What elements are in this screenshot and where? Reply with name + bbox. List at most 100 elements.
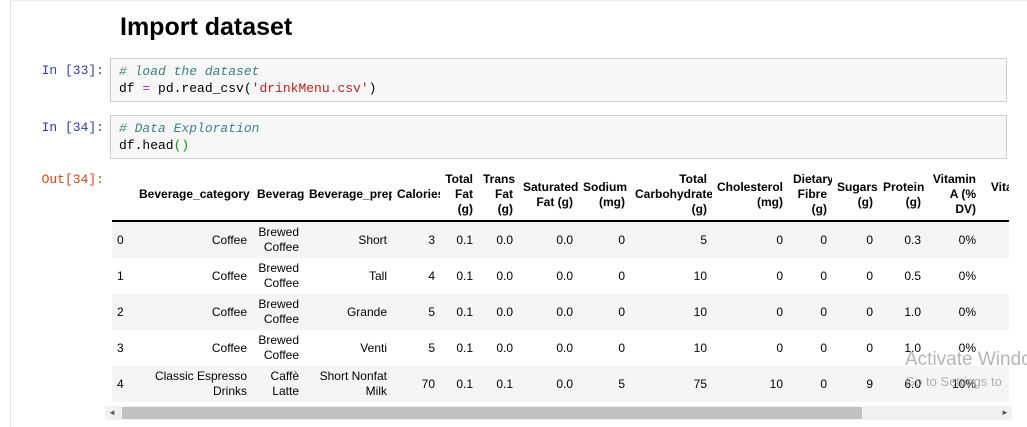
table-cell: 0 (776, 340, 783, 355)
table-cell: 0.0 (496, 268, 513, 283)
table-cell: 0 (618, 232, 625, 247)
column-header: Saturated Fat (g) (518, 169, 578, 222)
table-cell: 1.0 (904, 304, 921, 319)
code-brackets: () (173, 138, 190, 153)
table-cell: Brewed Coffee (258, 297, 299, 326)
scroll-right-arrow-icon[interactable]: ► (1001, 408, 1009, 417)
table-cell: 0% (958, 304, 976, 319)
page-left-border (10, 0, 11, 427)
table-cell (981, 258, 1009, 294)
table-cell: 0 (820, 376, 827, 391)
table-cell: 0.5 (904, 268, 921, 283)
output-prompt-34: Out[34]: (41, 172, 104, 187)
table-cell: 10 (769, 376, 783, 391)
index-column-header (112, 169, 134, 222)
table-cell: 5 (618, 376, 625, 391)
table-cell: 0.1 (496, 376, 513, 391)
table-cell: Tall (368, 268, 387, 283)
column-header: Vitamin C (981, 169, 1009, 222)
table-row: 2 Coffee Brewed Coffee Grande 5 0.1 0.0 0.0 0 10 0… (112, 294, 1009, 330)
scrollbar-thumb[interactable] (122, 407, 862, 419)
table-cell (981, 221, 1009, 258)
table-cell: Short Nonfat Milk (319, 369, 387, 398)
page-title: Import dataset (120, 13, 293, 41)
table-cell: 0.0 (496, 340, 513, 355)
code-comment: # Data Exploration (119, 121, 260, 136)
row-index: 3 (117, 340, 124, 355)
table-cell: 0 (866, 232, 873, 247)
table-cell: Brewed Coffee (258, 261, 299, 290)
table-cell: 0 (776, 268, 783, 283)
table-cell (981, 366, 1009, 402)
table-cell: 10% (951, 376, 976, 391)
horizontal-scrollbar[interactable]: ◄ ► (105, 406, 1012, 420)
column-header: Beverage (252, 169, 304, 222)
row-index: 1 (117, 268, 124, 283)
column-header: Protein (g) (878, 169, 926, 222)
table-cell: 9 (866, 376, 873, 391)
code-string: 'drinkMenu.csv' (251, 81, 369, 96)
table-cell: 0% (958, 232, 976, 247)
table-cell: 0.0 (556, 340, 573, 355)
code-cell-33: In [33]: # load the dataset df = pd.read… (11, 58, 1011, 102)
table-cell: 0 (618, 268, 625, 283)
column-header: Calories (392, 169, 440, 222)
column-header: Cholesterol (mg) (712, 169, 788, 222)
table-cell: Coffee (211, 304, 247, 319)
table-cell: 0 (866, 268, 873, 283)
table-cell: 0 (618, 304, 625, 319)
output-area: Beverage_categoryBeverageBeverage_prepCa… (105, 167, 1012, 420)
table-cell: 5 (428, 304, 435, 319)
notebook-container: Import dataset In [33]: # load the datas… (11, 0, 1012, 420)
code-cell-34: In [34]: # Data Exploration df.head() (11, 115, 1011, 159)
table-cell: 5 (700, 232, 707, 247)
table-cell: 0 (776, 304, 783, 319)
column-header: Trans Fat (g) (478, 169, 518, 222)
table-cell: 0.3 (904, 232, 921, 247)
table-cell: 0 (820, 268, 827, 283)
table-cell: 3 (428, 232, 435, 247)
table-cell: 75 (693, 376, 707, 391)
column-header: Sugars (g) (832, 169, 878, 222)
table-row: 4 Classic Espresso Drinks Caffè Latte Short… (112, 366, 1009, 402)
table-cell: Brewed Coffee (258, 225, 299, 254)
table-cell (981, 294, 1009, 330)
input-prompt-33: In [33]: (41, 63, 104, 78)
code-operator: = (142, 81, 151, 96)
table-cell: 0 (866, 304, 873, 319)
table-cell: 0% (958, 340, 976, 355)
table-cell: 0.1 (456, 232, 473, 247)
table-cell: 0.0 (556, 376, 573, 391)
dataframe-body: 0 Coffee Brewed Coffee Short 3 0.1 0.0 0.0 0 5 0 0 0… (112, 221, 1009, 402)
code-editor-34[interactable]: # Data Exploration df.head() (110, 115, 1007, 159)
table-cell: 0.1 (456, 340, 473, 355)
table-cell: Coffee (211, 268, 247, 283)
dataframe-table: Beverage_categoryBeverageBeverage_prepCa… (112, 169, 1009, 402)
scrollbar-track[interactable] (119, 406, 998, 420)
scroll-left-arrow-icon[interactable]: ◄ (108, 408, 116, 417)
table-cell: 0 (618, 340, 625, 355)
table-row: 3 Coffee Brewed Coffee Venti 5 0.1 0.0 0.0 0 10 0 0… (112, 330, 1009, 366)
table-cell: 10 (693, 304, 707, 319)
column-header: Dietary Fibre (g) (788, 169, 832, 222)
code-comment: # load the dataset (119, 64, 260, 79)
table-cell: Grande (346, 304, 387, 319)
table-cell: 0 (820, 340, 827, 355)
code-editor-33[interactable]: # load the dataset df = pd.read_csv('dri… (110, 58, 1007, 102)
table-cell: Caffè Latte (270, 369, 299, 398)
code-text: df.head (119, 138, 174, 153)
table-cell: 1.0 (904, 340, 921, 355)
table-cell: 0.1 (456, 268, 473, 283)
table-cell: 0 (820, 232, 827, 247)
table-cell: 5 (428, 340, 435, 355)
table-cell: 0 (866, 340, 873, 355)
table-cell: 10 (693, 340, 707, 355)
row-index: 4 (117, 376, 124, 391)
dataframe-header-row: Beverage_categoryBeverageBeverage_prepCa… (112, 169, 1009, 222)
table-row: 1 Coffee Brewed Coffee Tall 4 0.1 0.0 0.0 0 10 0 0 0… (112, 258, 1009, 294)
code-text: pd.read_csv( (150, 81, 252, 96)
column-header: Beverage_prep (304, 169, 392, 222)
column-header: Sodium (mg) (578, 169, 630, 222)
column-header: Beverage_category (134, 169, 252, 222)
table-cell: 70 (421, 376, 435, 391)
